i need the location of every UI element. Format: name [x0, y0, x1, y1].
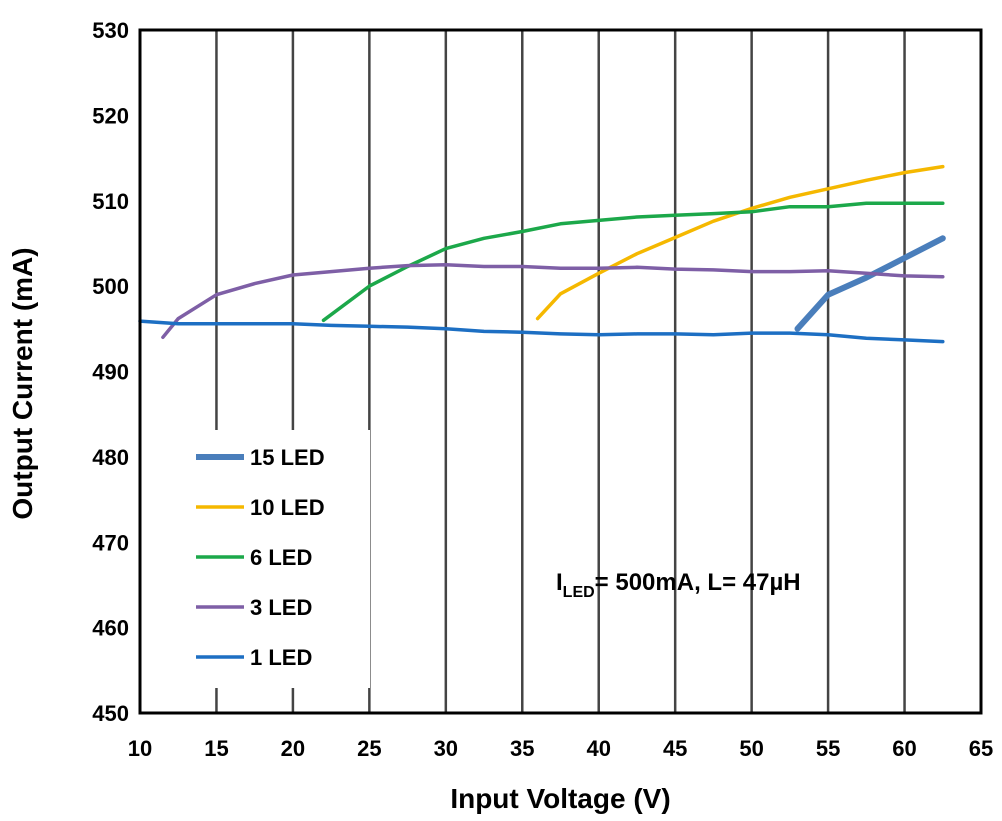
y-tick-label: 450 [92, 701, 129, 726]
y-axis-title: Output Current (mA) [7, 247, 38, 519]
x-tick-label: 35 [510, 736, 534, 761]
series-line-3-led [161, 263, 945, 340]
y-tick-label: 490 [92, 360, 129, 385]
axis-ticks: 10 15 20 25 30 35 40 45 50 55 60 65 450 460 470 480 490 5… [92, 18, 993, 761]
y-tick-label: 460 [92, 616, 129, 641]
x-axis-title: Input Voltage (V) [450, 783, 670, 814]
x-tick-label: 45 [663, 736, 687, 761]
legend-label: 1 LED [250, 645, 312, 670]
x-tick-label: 20 [281, 736, 305, 761]
y-tick-label: 530 [92, 18, 129, 43]
y-tick-label: 520 [92, 103, 129, 128]
annotation-rest: = 500mA, L= 47µH [595, 569, 801, 596]
legend-label: 6 LED [250, 545, 312, 570]
series-line-6-led [321, 201, 945, 323]
annotation-main: I [556, 569, 563, 596]
legend-label: 10 LED [250, 495, 325, 520]
x-tick-label: 55 [816, 736, 840, 761]
legend-label: 15 LED [250, 445, 325, 470]
y-tick-label: 500 [92, 274, 129, 299]
x-tick-label: 60 [892, 736, 916, 761]
series-lines [138, 164, 946, 344]
annotation-subscript: LED [563, 584, 595, 601]
legend: 15 LED 10 LED 6 LED 3 LED 1 LED [170, 430, 370, 688]
y-tick-label: 480 [92, 445, 129, 470]
x-tick-label: 40 [586, 736, 610, 761]
series-line-10-led [535, 164, 945, 321]
series-line-1-led [138, 319, 945, 344]
x-tick-label: 15 [204, 736, 228, 761]
y-tick-label: 510 [92, 189, 129, 214]
y-tick-label: 470 [92, 530, 129, 555]
x-tick-label: 10 [128, 736, 152, 761]
x-tick-label: 65 [969, 736, 993, 761]
grid-lines [215, 30, 906, 713]
legend-background [170, 430, 370, 688]
x-tick-label: 50 [739, 736, 763, 761]
legend-label: 3 LED [250, 595, 312, 620]
x-tick-label: 30 [434, 736, 458, 761]
chart-annotation: ILED= 500mA, L= 47µH [556, 569, 801, 601]
plot-frame [138, 28, 983, 715]
x-tick-label: 25 [357, 736, 381, 761]
series-line-15-led [794, 235, 946, 332]
